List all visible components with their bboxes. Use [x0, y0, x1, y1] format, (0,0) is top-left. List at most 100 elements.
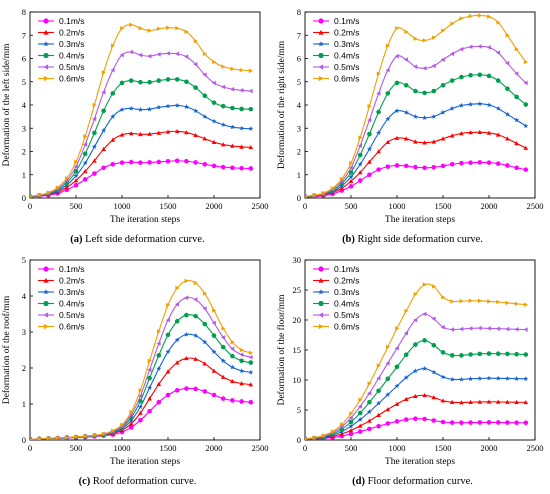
data-point [101, 146, 106, 152]
data-point [156, 353, 162, 358]
data-point [92, 171, 97, 176]
data-point [431, 316, 436, 322]
data-point [165, 392, 171, 398]
data-point [358, 397, 363, 403]
data-point [348, 415, 353, 421]
caption-roof: (c) Roof deformation curve. [0, 476, 275, 487]
data-point [184, 54, 189, 59]
data-point [431, 35, 437, 40]
data-point [385, 421, 391, 426]
data-point [193, 132, 198, 138]
data-point [403, 417, 409, 422]
data-point [367, 418, 372, 423]
data-point [248, 399, 254, 405]
data-point [37, 436, 42, 440]
data-point [477, 375, 483, 381]
data-point [413, 139, 418, 144]
data-point [495, 375, 501, 381]
data-point [339, 431, 345, 436]
data-point [514, 117, 520, 123]
data-point [82, 168, 88, 174]
series-line [30, 160, 251, 198]
data-point [459, 400, 464, 405]
legend-swatch-marker [318, 75, 324, 82]
legend-swatch-marker [43, 52, 49, 59]
data-point [128, 425, 134, 430]
data-point [64, 178, 69, 183]
data-point [138, 417, 143, 423]
y-tick-label: 1 [22, 399, 26, 409]
data-point [523, 376, 529, 381]
data-point [138, 410, 143, 415]
data-point [440, 324, 445, 330]
data-point [120, 422, 125, 428]
data-point [248, 106, 254, 112]
data-point [147, 131, 152, 136]
data-point [101, 89, 106, 95]
data-point [220, 374, 226, 379]
caption-tag: (a) [70, 234, 83, 245]
data-point [395, 25, 400, 31]
x-tick-label: 2500 [527, 443, 544, 453]
data-point [403, 374, 409, 380]
y-tick-label: 0 [22, 193, 26, 203]
x-axis-label: The iteration steps [385, 215, 455, 225]
data-point [248, 369, 254, 375]
data-point [514, 351, 519, 357]
data-point [165, 332, 171, 338]
y-tick-label: 15 [293, 345, 302, 355]
plot-frame [29, 259, 261, 441]
data-point [73, 178, 79, 183]
data-point [495, 50, 501, 55]
data-point [202, 136, 208, 141]
data-point [514, 94, 519, 100]
data-point [230, 353, 235, 359]
y-tick-label: 6 [297, 54, 301, 64]
data-point [248, 68, 254, 74]
chart-roof: 0 500 1000 1500 2000 2500 0 1 2 3 4 5 The iteration … [1, 255, 269, 467]
data-point [468, 326, 473, 331]
data-point [413, 36, 418, 42]
data-point [367, 399, 372, 405]
data-point [156, 130, 162, 135]
data-point [394, 108, 400, 113]
data-point [459, 160, 464, 166]
data-point [230, 66, 235, 72]
series-line [30, 357, 251, 440]
data-point [110, 67, 115, 73]
data-point [128, 49, 134, 55]
data-point [394, 401, 400, 406]
data-point [202, 291, 208, 296]
data-point [413, 291, 418, 297]
data-point [403, 163, 409, 169]
data-point [487, 14, 492, 19]
x-tick-label: 2000 [481, 201, 498, 211]
data-point [239, 399, 244, 404]
data-point [431, 139, 437, 144]
legend-label: 0.5m/s [59, 310, 85, 320]
data-point [184, 295, 189, 301]
data-point [440, 350, 446, 355]
data-point [422, 282, 427, 287]
legend-swatch-marker [43, 18, 49, 24]
data-point [183, 331, 189, 337]
data-point [147, 396, 152, 401]
data-point [486, 130, 492, 135]
x-tick-label: 2500 [527, 201, 544, 211]
y-tick-label: 4 [297, 100, 302, 110]
series-0.6m/s [30, 22, 254, 198]
data-point [376, 71, 381, 76]
legend: 0.1m/s 0.2m/s0.3m/s 0.4m/s0.5m/s 0.6m/s [38, 264, 85, 332]
data-point [358, 135, 363, 140]
legend-label: 0.2m/s [59, 276, 85, 286]
data-point [128, 78, 134, 83]
data-point [202, 339, 208, 345]
data-point [174, 158, 180, 164]
data-point [385, 360, 390, 366]
data-point [440, 163, 446, 169]
data-point [119, 132, 125, 137]
data-point [505, 86, 510, 92]
data-point [248, 166, 254, 171]
data-point [459, 326, 464, 332]
data-point [193, 160, 198, 165]
